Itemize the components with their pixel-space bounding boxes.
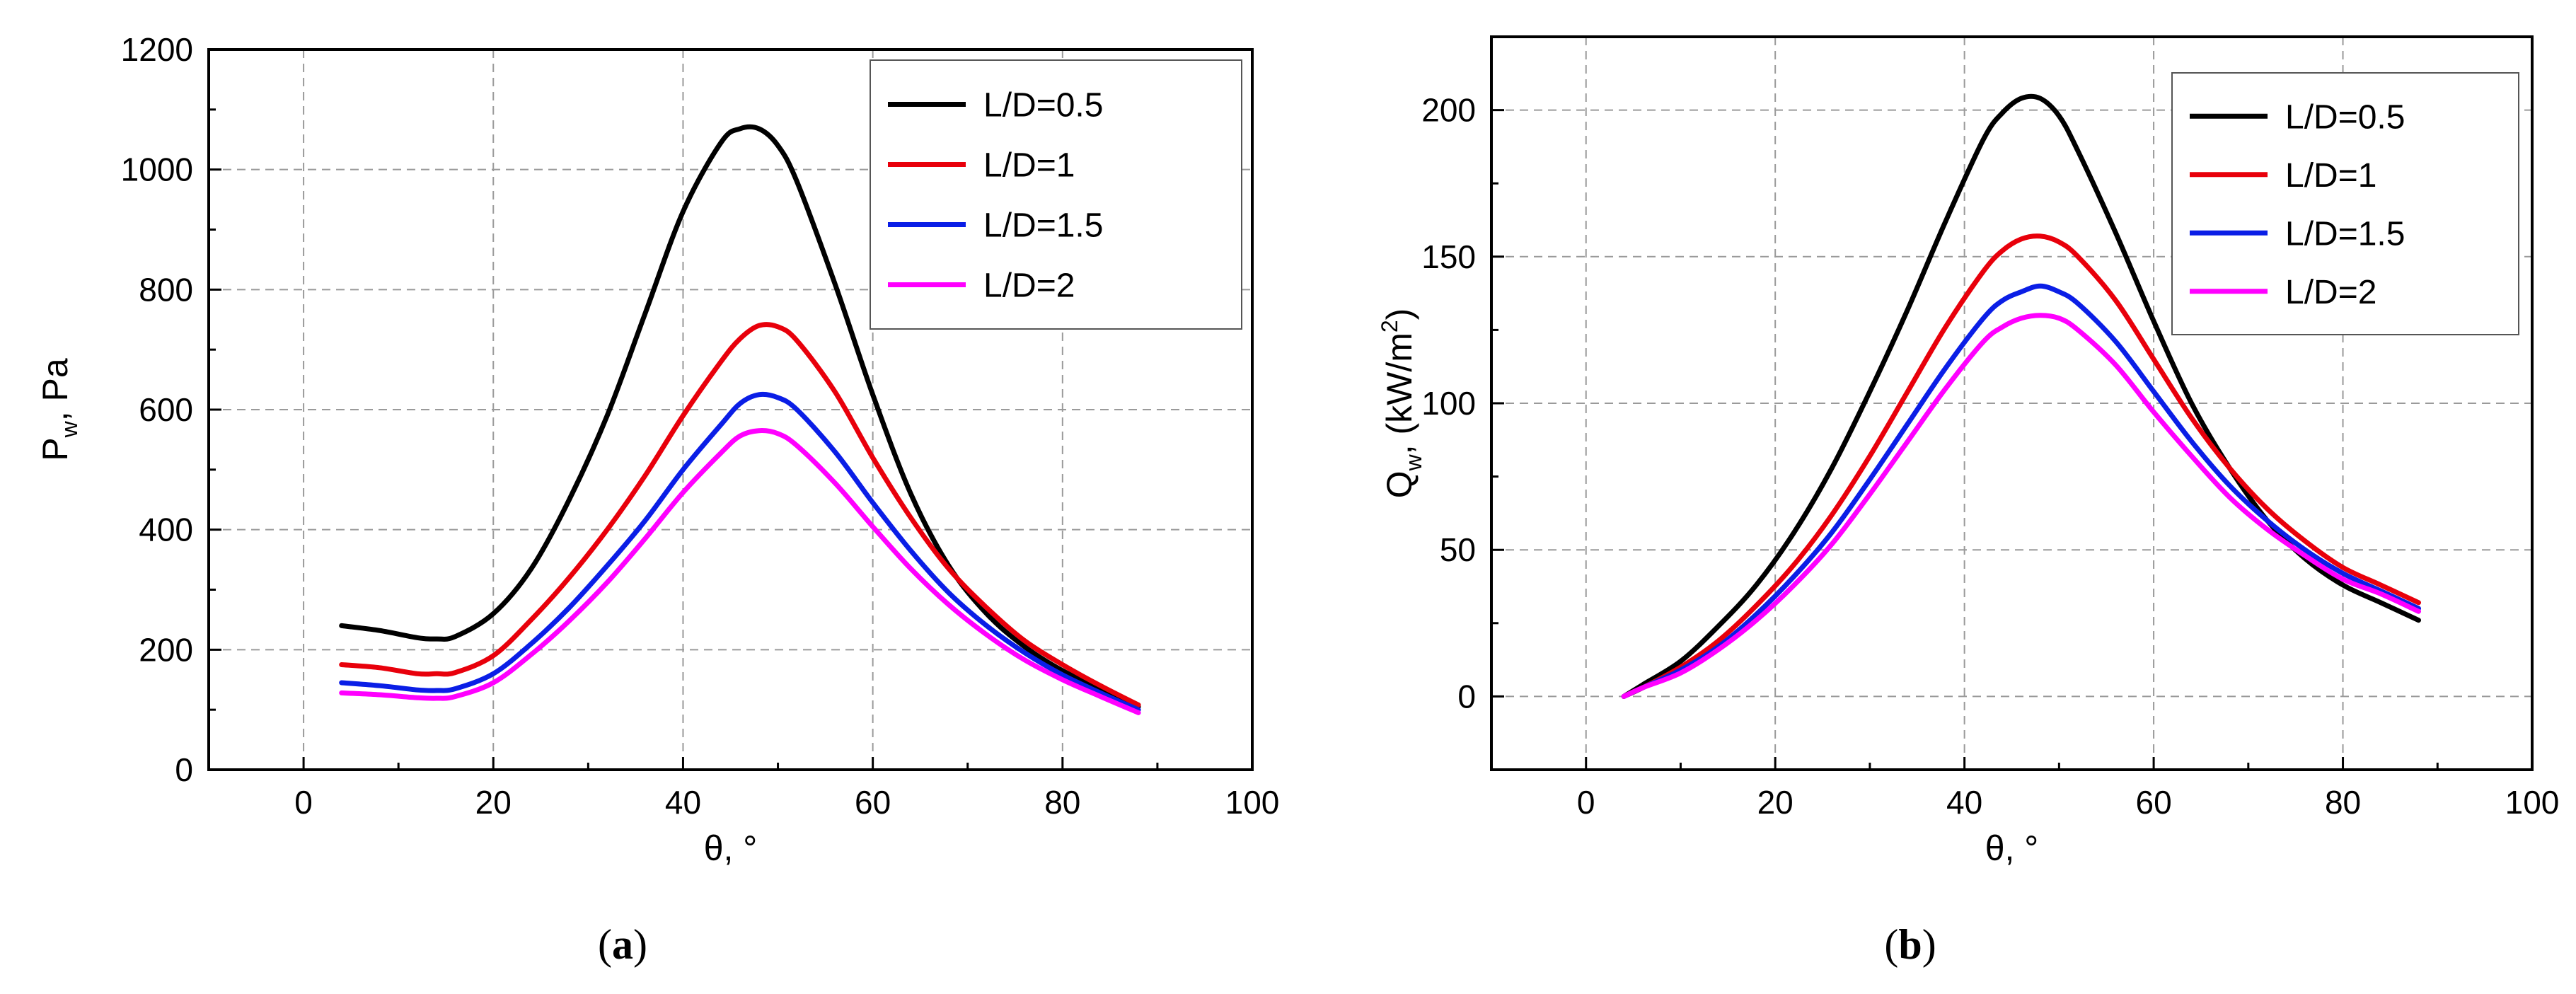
y-tick-label: 50 [1440, 531, 1476, 568]
x-tick-label: 100 [1225, 784, 1280, 821]
caption-a: (a) [598, 921, 647, 968]
series-line-ld1.5 [339, 391, 1141, 712]
caption-b-text: (b) [1884, 921, 1936, 968]
x-axis: 0 20 40 60 80 100 [207, 757, 1280, 821]
legend-label: L/D=1.5 [983, 207, 1103, 245]
y-tick-label: 600 [139, 391, 193, 428]
legend-label: L/D=2 [983, 267, 1075, 305]
legend-label: L/D=1 [2285, 157, 2376, 195]
caption-b: (b) [1884, 921, 1936, 968]
legend: L/D=0.5 L/D=1 L/D=1.5 L/D=2 [870, 59, 1242, 330]
y-tick-label: 800 [139, 271, 193, 308]
series-line-ld0.5 [1621, 93, 2421, 699]
y-axis: 0 200 400 600 800 1000 1200 [121, 31, 221, 788]
x-tick-label: 0 [294, 784, 313, 821]
y-axis-label: Qw, (kW/m2) [1377, 308, 1426, 499]
y-tick-label: 200 [139, 631, 193, 668]
y-tick-label: 0 [1457, 678, 1476, 715]
series-line-ld1 [339, 322, 1141, 707]
x-tick-label: 20 [1757, 784, 1794, 821]
y-tick-label: 150 [1421, 238, 1476, 275]
x-tick-label: 40 [1946, 784, 1982, 821]
series-group [339, 124, 1141, 715]
y-tick-label: 0 [175, 751, 193, 788]
x-axis-label: θ, ° [704, 828, 758, 868]
series-line-ld2 [1621, 313, 2421, 699]
y-tick-label: 400 [139, 512, 193, 548]
x-tick-label: 80 [1044, 784, 1080, 821]
chart-panel-b: 0 20 40 60 80 100 0 50 100 150 200 θ, ° Qw, (kW/m2) L… [1377, 35, 2560, 868]
legend-label: L/D=1 [983, 147, 1075, 185]
series-line-ld1 [1621, 233, 2421, 699]
x-tick-label: 40 [665, 784, 701, 821]
y-axis: 0 50 100 150 200 [1421, 92, 1504, 715]
series-group [1621, 93, 2421, 699]
x-tick-label: 0 [1577, 784, 1595, 821]
x-tick-label: 20 [475, 784, 512, 821]
legend-label: L/D=0.5 [2285, 98, 2405, 136]
caption-a-text: (a) [598, 921, 647, 968]
series-line-ld1.5 [1621, 283, 2421, 699]
legend-label: L/D=1.5 [2285, 215, 2405, 253]
x-tick-label: 60 [2136, 784, 2172, 821]
legend: L/D=0.5 L/D=1 L/D=1.5 L/D=2 [2171, 72, 2519, 335]
y-tick-label: 1200 [121, 31, 193, 68]
y-tick-label: 200 [1421, 92, 1476, 129]
y-tick-label: 100 [1421, 385, 1476, 422]
series-line-ld2 [339, 428, 1141, 715]
y-tick-label: 1000 [121, 151, 193, 188]
legend-label: L/D=0.5 [983, 87, 1103, 125]
x-tick-label: 60 [855, 784, 891, 821]
x-axis-label: θ, ° [1985, 828, 2039, 868]
x-tick-label: 80 [2325, 784, 2361, 821]
legend-label: L/D=2 [2285, 274, 2376, 311]
y-axis-label: Pw, Pa [35, 358, 82, 461]
x-axis: 0 20 40 60 80 100 [1490, 757, 2560, 821]
x-tick-label: 100 [2505, 784, 2560, 821]
